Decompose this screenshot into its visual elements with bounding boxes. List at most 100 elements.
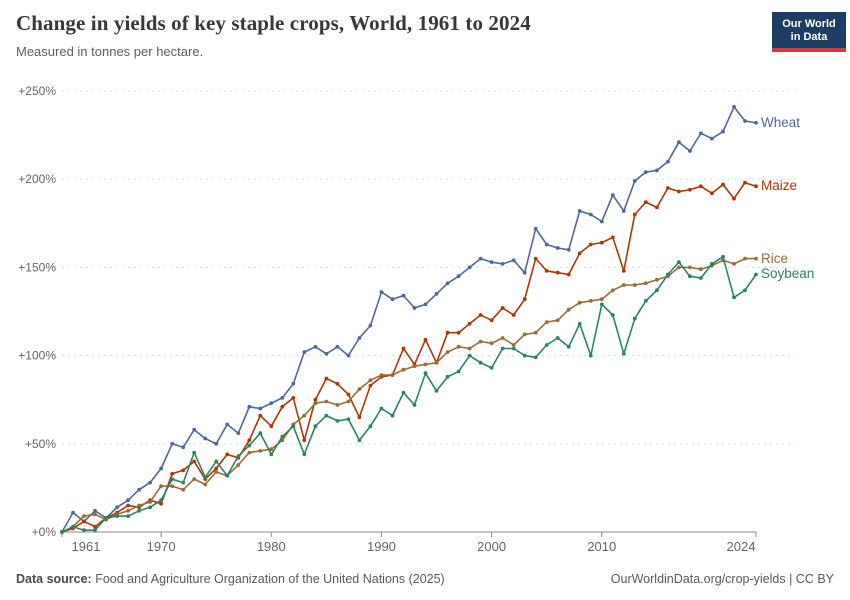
data-point	[236, 463, 241, 467]
data-point	[126, 498, 130, 503]
x-axis-label: 1980	[257, 539, 286, 554]
x-axis-label: 2010	[587, 539, 616, 554]
data-point	[489, 366, 494, 370]
data-point	[743, 288, 747, 293]
data-point	[214, 470, 219, 474]
data-point	[192, 477, 197, 481]
data-point	[225, 452, 230, 457]
data-point	[732, 295, 736, 300]
x-axis-label: 1961	[72, 539, 101, 554]
data-point	[577, 300, 582, 305]
data-point	[390, 373, 395, 377]
data-point	[456, 274, 461, 279]
data-point	[93, 508, 97, 513]
data-point	[93, 524, 97, 529]
data-point	[335, 403, 340, 407]
data-source-note: Data source: Food and Agriculture Organi…	[16, 572, 445, 586]
data-point	[643, 281, 648, 286]
data-point	[467, 321, 472, 326]
data-point	[357, 438, 362, 443]
data-point	[478, 339, 483, 344]
data-point	[324, 413, 329, 418]
data-point	[159, 498, 164, 503]
data-point	[302, 438, 307, 443]
data-point	[610, 193, 615, 198]
data-point	[566, 247, 571, 252]
data-point	[599, 219, 604, 224]
data-point	[500, 336, 505, 340]
data-point	[566, 307, 571, 312]
data-point	[721, 129, 725, 134]
data-point	[456, 330, 461, 335]
data-point	[754, 256, 758, 261]
data-point	[555, 336, 560, 340]
data-point	[423, 337, 428, 342]
data-point	[500, 262, 505, 266]
data-point	[456, 369, 461, 374]
data-point	[214, 459, 219, 464]
data-point	[115, 514, 119, 518]
data-point	[368, 378, 373, 383]
y-axis-label: +250%	[18, 84, 56, 98]
data-point	[710, 191, 714, 196]
data-source-text: Food and Agriculture Organization of the…	[91, 572, 445, 586]
data-point	[236, 454, 241, 458]
data-point	[544, 242, 549, 247]
data-point	[533, 355, 538, 360]
series-label-rice: Rice	[761, 250, 789, 266]
data-point	[677, 265, 681, 270]
data-point	[137, 503, 142, 508]
data-point	[269, 424, 274, 429]
chart-footer: Data source: Food and Agriculture Organi…	[16, 572, 834, 586]
data-point	[610, 288, 615, 293]
data-source-label: Data source:	[16, 572, 92, 586]
data-point	[258, 449, 263, 453]
data-point	[214, 466, 219, 471]
series-markers-soybean	[60, 254, 758, 534]
data-point	[225, 473, 230, 478]
owid-logo[interactable]: Our World in Data	[772, 12, 846, 52]
data-point	[643, 299, 648, 303]
data-point	[511, 258, 516, 263]
data-point	[632, 283, 637, 287]
series-line-wheat	[61, 106, 757, 533]
data-point	[699, 131, 703, 136]
data-point	[269, 447, 274, 451]
data-point	[423, 362, 428, 367]
data-point	[368, 424, 373, 429]
data-point	[346, 353, 351, 358]
data-point	[511, 313, 516, 317]
series-label-maize: Maize	[761, 178, 798, 194]
data-point	[621, 269, 626, 273]
data-point	[522, 297, 527, 302]
credit-link[interactable]: OurWorldinData.org/crop-yields | CC BY	[610, 572, 834, 586]
data-point	[489, 341, 494, 346]
data-point	[324, 376, 329, 381]
data-point	[357, 415, 362, 420]
data-point	[666, 186, 670, 190]
data-point	[688, 274, 692, 279]
chart-subtitle: Measured in tonnes per hectare.	[16, 44, 204, 60]
data-point	[280, 396, 285, 400]
data-point	[732, 196, 736, 201]
data-point	[247, 438, 252, 443]
series-label-soybean: Soybean	[761, 266, 815, 282]
data-point	[555, 270, 560, 275]
data-point	[588, 212, 593, 217]
data-point	[643, 170, 648, 175]
data-point	[511, 346, 516, 351]
data-point	[434, 389, 439, 393]
data-point	[192, 450, 197, 455]
data-point	[445, 350, 450, 354]
data-point	[655, 168, 659, 173]
y-axis-label: +150%	[18, 260, 56, 274]
data-point	[533, 226, 538, 231]
data-point	[445, 281, 450, 286]
data-point	[643, 200, 648, 205]
data-point	[599, 297, 604, 302]
series-line-soybean	[61, 255, 757, 533]
data-point	[577, 321, 582, 326]
data-point	[688, 149, 692, 153]
data-point	[743, 180, 747, 185]
